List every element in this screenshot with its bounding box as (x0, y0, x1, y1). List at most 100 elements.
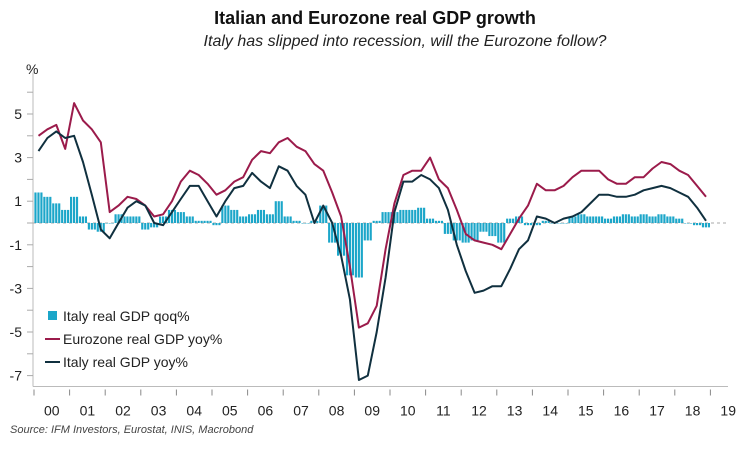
legend-label: Eurozone real GDP yoy% (63, 331, 222, 347)
qoq-bar (129, 216, 132, 223)
qoq-bar (67, 209, 70, 223)
qoq-bar (535, 223, 538, 226)
y-tick-label: 1 (14, 193, 22, 209)
qoq-bar (544, 220, 547, 223)
qoq-bar (218, 223, 221, 226)
qoq-bar (360, 223, 363, 278)
qoq-bar (203, 220, 206, 223)
qoq-bar (645, 214, 648, 223)
qoq-bar (449, 223, 452, 234)
x-tick-label: 13 (507, 403, 523, 419)
qoq-bar (105, 223, 108, 224)
qoq-bar (434, 220, 438, 223)
qoq-bar (687, 223, 690, 224)
qoq-bar (58, 203, 61, 223)
qoq-bar (37, 192, 40, 223)
qoq-bar (156, 223, 159, 228)
qoq-bar (458, 223, 461, 241)
qoq-bar (672, 216, 675, 223)
qoq-bar (84, 216, 87, 223)
qoq-bar (571, 216, 574, 223)
qoq-bar (479, 223, 482, 232)
qoq-bar (657, 214, 660, 223)
qoq-bar (574, 216, 577, 223)
qoq-bar (138, 216, 141, 223)
x-tick-label: 07 (293, 403, 309, 419)
qoq-bar (408, 209, 411, 223)
qoq-bar (684, 223, 687, 224)
qoq-bar (304, 223, 307, 224)
x-tick-label: 19 (720, 403, 736, 419)
qoq-bar (624, 214, 627, 223)
qoq-bar (212, 223, 215, 226)
x-tick-label: 06 (258, 403, 274, 419)
x-tick-label: 08 (329, 403, 345, 419)
x-tick-label: 04 (186, 403, 202, 419)
qoq-bar (144, 223, 147, 230)
qoq-bar (660, 214, 663, 223)
qoq-bar (215, 223, 218, 226)
qoq-bar (123, 216, 126, 223)
qoq-bar (642, 214, 645, 223)
qoq-bar (52, 203, 55, 223)
qoq-bar (141, 223, 144, 230)
qoq-bar (55, 203, 58, 223)
qoq-bar (256, 209, 260, 223)
qoq-bar (366, 223, 369, 241)
y-tick-label: -7 (10, 368, 23, 384)
qoq-bar (627, 214, 630, 223)
qoq-bar (443, 223, 446, 234)
qoq-bar (135, 216, 138, 223)
qoq-bar (126, 216, 129, 223)
qoq-bar (556, 223, 559, 224)
qoq-bar (467, 223, 470, 243)
qoq-bar (396, 212, 399, 223)
qoq-bar (87, 223, 90, 230)
x-tick-label: 02 (115, 403, 131, 419)
eurozone-yoy-line (37, 102, 707, 329)
qoq-bar (497, 223, 500, 243)
qoq-bar (592, 216, 595, 223)
qoq-bar (289, 216, 292, 223)
qoq-bar (707, 223, 710, 228)
x-tick-label: 11 (436, 403, 451, 419)
qoq-bar (153, 223, 156, 228)
qoq-bar (405, 209, 408, 223)
qoq-bar (420, 207, 423, 223)
qoq-bar (363, 223, 366, 241)
qoq-bar (431, 218, 435, 223)
qoq-bar (488, 223, 491, 237)
qoq-bar (639, 214, 642, 223)
qoq-bar (621, 214, 624, 223)
qoq-bar (455, 223, 458, 241)
qoq-bar (280, 201, 283, 223)
qoq-bar (72, 196, 76, 223)
qoq-bar (428, 218, 432, 223)
qoq-bar (669, 216, 672, 223)
x-tick-label: 16 (614, 403, 630, 419)
qoq-bar (375, 220, 378, 223)
qoq-bar (274, 201, 277, 223)
qoq-bar (526, 223, 530, 226)
qoq-bar (583, 214, 586, 223)
qoq-bar (538, 223, 541, 226)
qoq-bar (277, 201, 280, 223)
qoq-bar (221, 205, 224, 223)
qoq-bar (417, 207, 420, 223)
qoq-bar (523, 223, 527, 226)
qoq-bar (108, 223, 111, 224)
qoq-bar (675, 218, 678, 223)
qoq-bar (150, 223, 153, 228)
qoq-bar (197, 220, 200, 223)
qoq-bar (426, 218, 429, 223)
qoq-bar (372, 220, 375, 223)
qoq-bar (233, 209, 236, 223)
qoq-bar (461, 223, 464, 243)
qoq-bar (606, 218, 610, 223)
qoq-bar (595, 216, 598, 223)
qoq-bar (411, 209, 414, 223)
qoq-bar (81, 216, 85, 223)
qoq-bar (93, 223, 96, 230)
qoq-bar (283, 216, 286, 223)
qoq-bar (384, 212, 387, 223)
